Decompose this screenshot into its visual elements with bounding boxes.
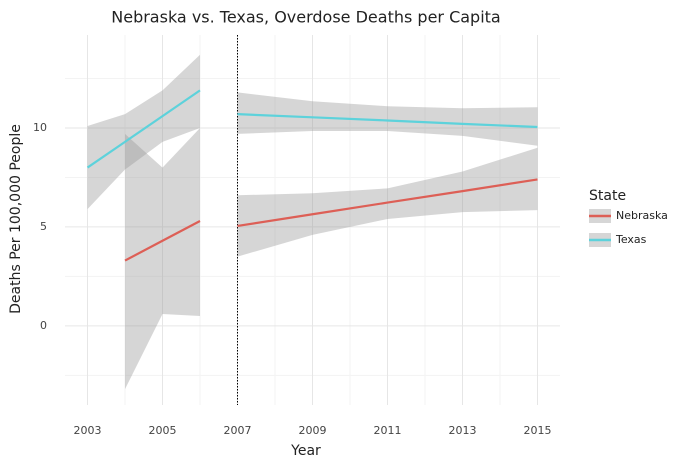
legend-label: Nebraska xyxy=(616,209,668,222)
series-line xyxy=(237,178,538,228)
y-axis-label: Deaths Per 100,000 People xyxy=(8,124,24,314)
x-tick-label: 2003 xyxy=(74,424,102,437)
series-line xyxy=(124,220,201,262)
chart-title: Nebraska vs. Texas, Overdose Deaths per … xyxy=(111,8,500,27)
confidence-band xyxy=(87,54,200,210)
y-tick-label: 0 xyxy=(40,319,47,332)
x-axis-label: Year xyxy=(290,443,321,459)
y-tick-label: 10 xyxy=(33,121,47,134)
x-tick-label: 2013 xyxy=(449,424,477,437)
confidence-band xyxy=(237,92,538,146)
x-tick-label: 2007 xyxy=(224,424,252,437)
x-tick-label: 2005 xyxy=(149,424,177,437)
series-line xyxy=(86,89,201,169)
legend-label: Texas xyxy=(615,233,647,246)
x-tick-label: 2009 xyxy=(299,424,327,437)
y-tick-label: 5 xyxy=(40,220,47,233)
x-tick-label: 2011 xyxy=(374,424,402,437)
series-line xyxy=(237,113,538,129)
x-tick-label: 2015 xyxy=(524,424,552,437)
legend-title: State xyxy=(589,188,626,204)
confidence-band xyxy=(125,127,200,390)
